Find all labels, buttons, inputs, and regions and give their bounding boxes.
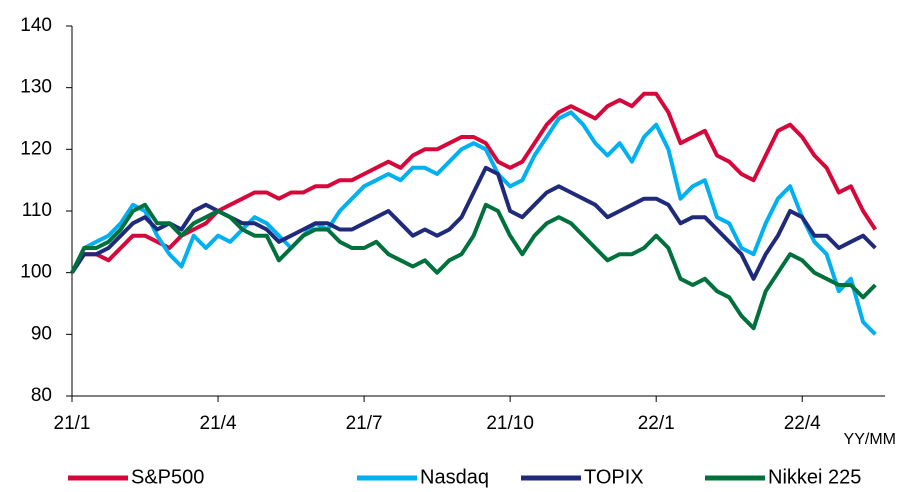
series-line	[70, 110, 877, 336]
x-tick-label: 21/7	[346, 413, 383, 434]
y-tick-label: 100	[20, 262, 52, 283]
legend-label: Nikkei 225	[768, 466, 861, 488]
y-tick-label: 90	[31, 323, 52, 344]
y-tick-label: 80	[31, 385, 52, 406]
x-tick-label: 21/4	[200, 413, 237, 434]
x-tick-label: 22/1	[638, 413, 675, 434]
x-tick-label: 22/4	[784, 413, 821, 434]
legend-label: TOPIX	[584, 466, 644, 488]
x-tick-label: 21/1	[54, 413, 91, 434]
series-line	[70, 165, 877, 281]
series-line	[70, 202, 877, 331]
y-tick-label: 120	[20, 138, 52, 159]
x-axis-label: YY/MM	[844, 431, 896, 448]
y-tick-label: 130	[20, 77, 52, 98]
y-tick-label: 110	[22, 200, 52, 221]
y-tick-label: 140	[20, 15, 52, 36]
series-line	[70, 91, 877, 274]
legend-label: S&P500	[131, 466, 204, 488]
x-tick-label: 21/10	[486, 413, 534, 434]
legend-label: Nasdaq	[420, 466, 489, 488]
